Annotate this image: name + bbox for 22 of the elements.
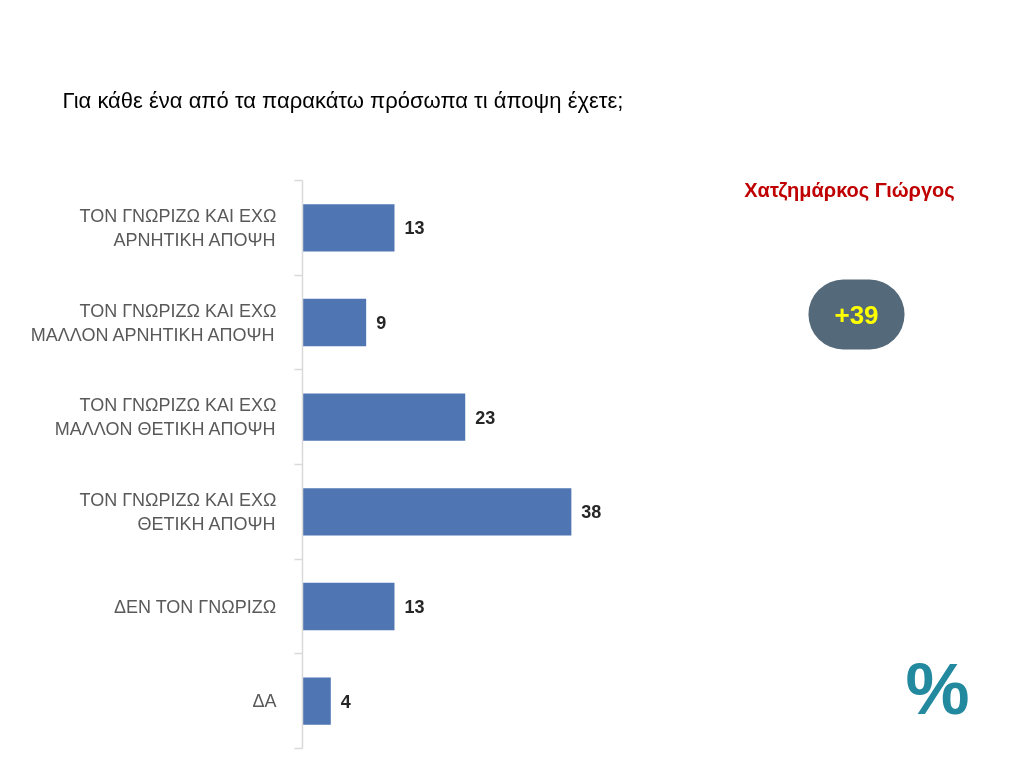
y-tick-label: ΤΟΝ ΓΝΩΡΙΖΩ ΚΑΙ ΕΧΩ ΘΕΤΙΚΗ ΑΠΟΨΗ — [79, 489, 277, 534]
y-tick-label: ΤΟΝ ΓΝΩΡΙΖΩ ΚΑΙ ΕΧΩ ΜΑΛΛΟΝ ΑΡΝΗΤΙΚΗ ΑΠΟΨΗ — [30, 300, 277, 345]
text: Χατζημάρκος Γιώργος — [744, 178, 955, 201]
data-label: 23 — [475, 407, 496, 428]
bar — [302, 677, 331, 725]
y-tick-label: ΤΟΝ ΓΝΩΡΙΖΩ ΚΑΙ ΕΧΩ ΜΑΛΛΟΝ ΘΕΤΙΚΗ ΑΠΟΨΗ — [54, 395, 277, 440]
bar — [302, 393, 466, 441]
data-label: 13 — [404, 218, 425, 239]
y-tick-label: ΤΟΝ ΓΝΩΡΙΖΩ ΚΑΙ ΕΧΩ ΑΡΝΗΤΙΚΗ ΑΠΟΨΗ — [79, 205, 277, 250]
bar — [302, 582, 395, 631]
y-tick-label: ΔΕΝ ΤΟΝ ΓΝΩΡΙΖΩ — [113, 596, 277, 617]
data-label: 38 — [581, 502, 602, 523]
bar — [302, 488, 572, 536]
data-label: 9 — [376, 313, 387, 333]
y-tick-label: ΔΑ — [252, 691, 277, 712]
data-label: 13 — [404, 597, 425, 617]
bar — [302, 204, 395, 252]
text: +39 — [834, 299, 879, 330]
bar — [302, 298, 367, 347]
chart-title: Για κάθε ένα από τα παρακάτω πρόσωπα τι άποψη έχετε; — [62, 88, 624, 113]
data-label: 4 — [340, 691, 351, 712]
text: % — [905, 648, 970, 729]
